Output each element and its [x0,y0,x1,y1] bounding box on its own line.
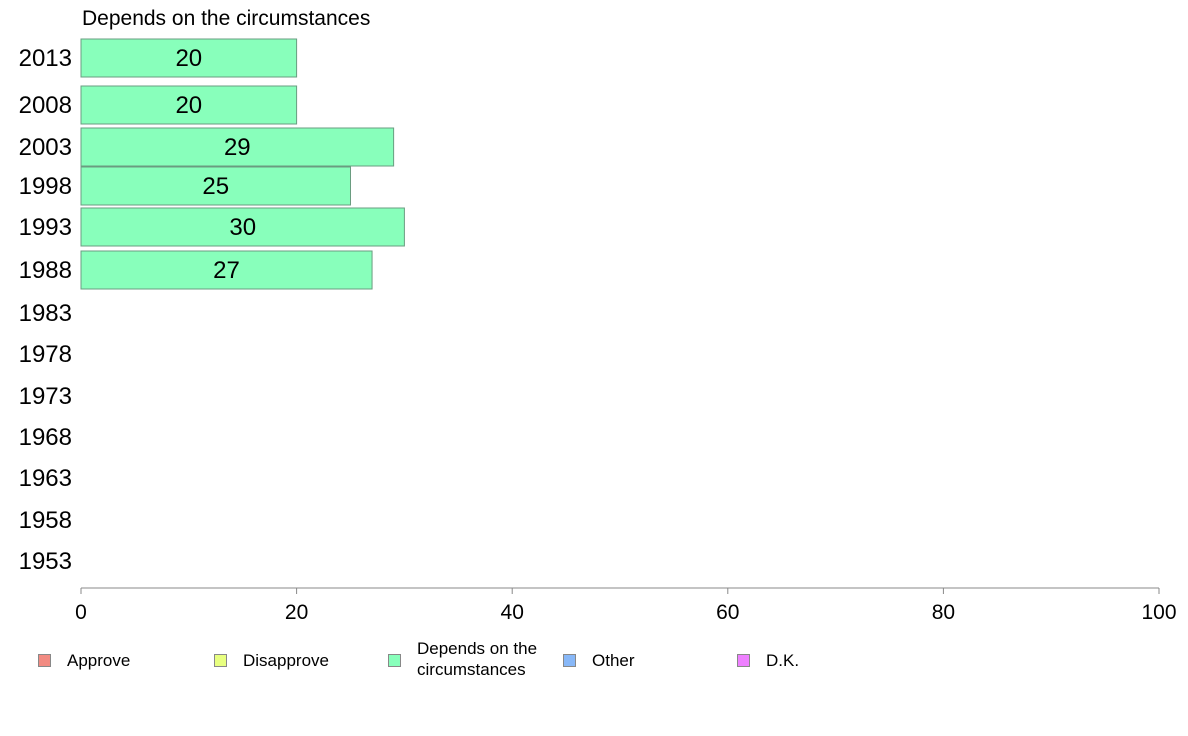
bar-2013 [80,38,298,78]
bar-1998 [80,166,351,206]
chart: Depends on the circumstances 20202925302… [19,7,1177,624]
y-axis-labels: 2013 2008 2003 1998 1993 1988 1983 1978 1973 1968… [19,45,72,575]
y-tick-label-2008: 2008 [19,92,72,119]
x-tick-label-100: 100 [1141,601,1176,624]
legend-label-dk: D.K. [766,651,800,670]
bar-value-label-1993: 30 [229,214,256,241]
bar-2008 [80,85,298,125]
x-tick-label-40: 40 [501,601,524,624]
legend-swatch-approve [38,654,51,667]
y-tick-label-1963: 1963 [19,465,72,492]
bar-value-label-2008: 20 [175,92,202,119]
y-tick-label-1978: 1978 [19,341,72,368]
legend-swatch-disapprove [214,654,227,667]
x-tick-label-20: 20 [285,601,308,624]
x-axis: 0 20 40 60 80 100 [75,587,1177,624]
legend-item-disapprove: Disapprove [214,650,329,671]
legend-label-depends: Depends on the circumstances [417,639,538,679]
y-tick-label-1968: 1968 [19,424,72,451]
legend-label-other: Other [592,651,635,670]
bar-1988 [80,250,373,290]
legend-swatch-other [563,654,576,667]
y-tick-label-1953: 1953 [19,548,72,575]
legend-item-other: Other [563,650,635,671]
bar-value-label-1998: 25 [202,173,229,200]
y-tick-label-1998: 1998 [19,173,72,200]
bar-value-label-2013: 20 [175,45,202,72]
legend-swatch-depends [388,654,401,667]
bar-value-label-1988: 27 [213,257,240,284]
x-tick-label-60: 60 [716,601,739,624]
bar-1993 [80,207,405,247]
bar-2003 [80,127,395,167]
y-tick-label-2013: 2013 [19,45,72,72]
y-tick-label-1958: 1958 [19,507,72,534]
legend: Approve Disapprove Depends on the circum… [0,636,1188,696]
x-tick-label-0: 0 [75,601,87,624]
bar-value-label-2003: 29 [224,134,251,161]
chart-title: Depends on the circumstances [82,7,370,30]
legend-label-approve: Approve [67,651,131,670]
legend-label-disapprove: Disapprove [243,651,329,670]
legend-item-depends: Depends on the circumstances [388,638,537,680]
legend-item-dk: D.K. [737,650,799,671]
y-tick-label-1973: 1973 [19,383,72,410]
legend-swatch-dk [737,654,750,667]
y-tick-label-1983: 1983 [19,300,72,327]
legend-item-approve: Approve [38,650,130,671]
x-tick-label-80: 80 [932,601,955,624]
y-tick-label-1993: 1993 [19,214,72,241]
y-tick-label-1988: 1988 [19,257,72,284]
y-tick-label-2003: 2003 [19,134,72,161]
